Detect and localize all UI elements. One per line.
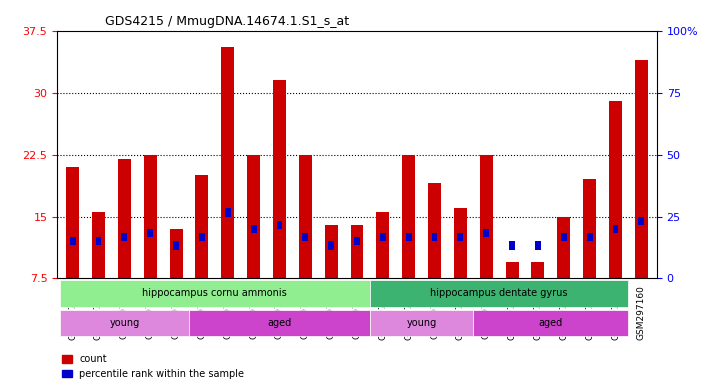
Bar [635,60,648,278]
Text: GDS4215 / MmugDNA.14674.1.S1_s_at: GDS4215 / MmugDNA.14674.1.S1_s_at [105,15,349,28]
Bar [147,229,153,237]
Bar [458,233,463,241]
FancyBboxPatch shape [189,310,370,336]
Bar [221,47,234,278]
Bar [402,155,415,278]
Bar [406,233,411,241]
Bar [509,241,515,250]
Bar [454,208,467,278]
Bar [196,175,208,278]
Bar [247,155,260,278]
Bar [276,221,282,229]
FancyBboxPatch shape [370,310,473,336]
Bar [118,159,131,278]
Bar [506,262,518,278]
Legend: count, percentile rank within the sample: count, percentile rank within the sample [62,354,244,379]
Bar [583,179,596,278]
Bar [535,241,541,250]
Bar [609,101,622,278]
Bar [531,262,544,278]
Bar [432,233,438,241]
Bar [354,237,360,245]
Bar [613,225,618,233]
Text: aged: aged [539,318,563,328]
FancyBboxPatch shape [370,280,628,307]
Text: aged: aged [267,318,291,328]
Bar [428,184,441,278]
FancyBboxPatch shape [473,310,628,336]
Text: hippocampus dentate gyrus: hippocampus dentate gyrus [431,288,568,298]
Text: young: young [406,318,437,328]
Bar [483,229,489,237]
Bar [273,80,286,278]
Bar [380,233,386,241]
Bar [251,225,256,233]
Bar [376,212,389,278]
Bar [199,233,205,241]
Bar [587,233,593,241]
Bar [328,241,334,250]
Bar [480,155,493,278]
FancyBboxPatch shape [60,280,370,307]
Bar [225,208,231,217]
Bar [351,225,363,278]
Bar [558,217,570,278]
Text: young: young [109,318,139,328]
Bar [66,167,79,278]
Bar [303,233,308,241]
Bar [325,225,338,278]
Bar [96,237,101,245]
Bar [638,217,644,225]
Text: hippocampus cornu ammonis: hippocampus cornu ammonis [142,288,287,298]
Bar [561,233,567,241]
Bar [170,229,183,278]
Bar [92,212,105,278]
Bar [70,237,76,245]
Bar [144,155,156,278]
Bar [121,233,127,241]
Bar [299,155,312,278]
Bar [173,241,179,250]
FancyBboxPatch shape [60,310,189,336]
